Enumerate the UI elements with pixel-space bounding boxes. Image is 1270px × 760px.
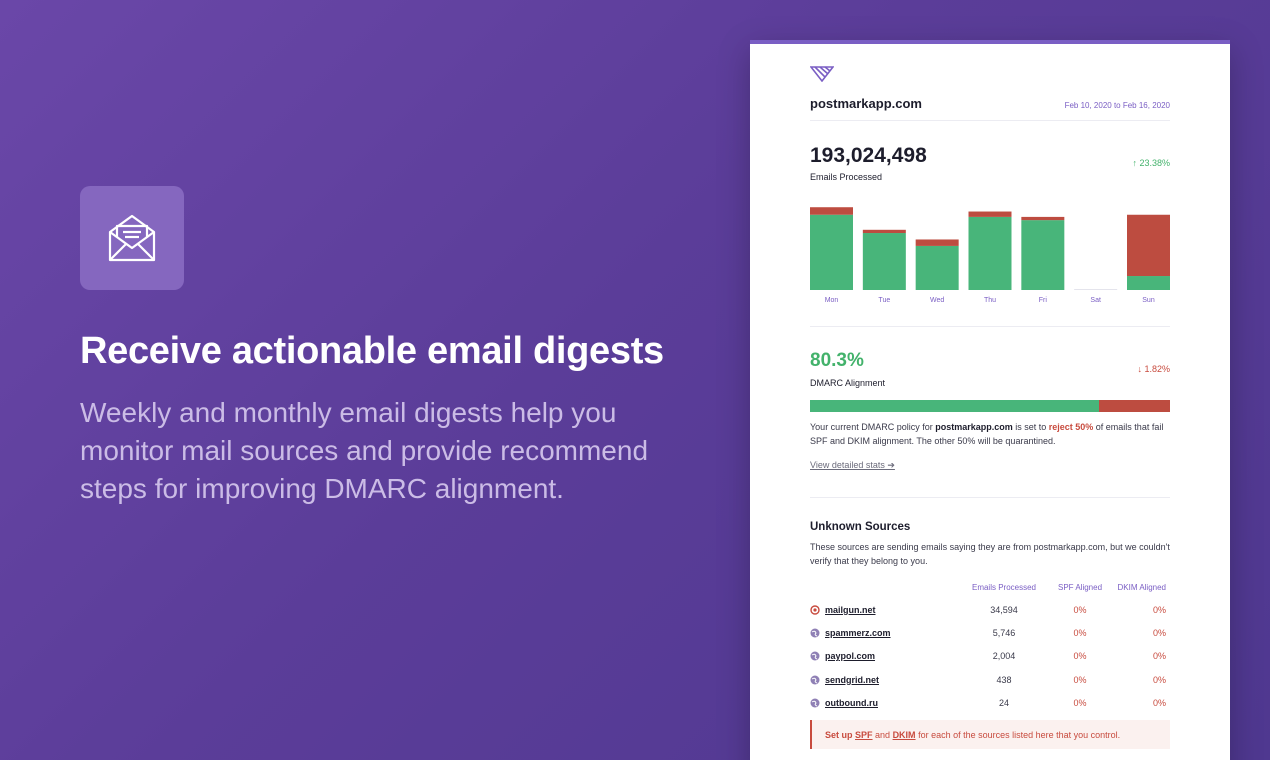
- fail-bar-fri: [1021, 216, 1065, 221]
- dmarc-alignment-bar: [810, 400, 1170, 412]
- email-digest-card: postmarkapp.com Feb 10, 2020 to Feb 16, …: [750, 40, 1230, 760]
- dkim-aligned-column-header: DKIM Aligned: [1117, 582, 1166, 592]
- table-row: paypol.com 2,004 0% 0%: [810, 645, 1170, 668]
- emails-processed-cell: 5,746: [992, 627, 1016, 638]
- x-tick-label: Fri: [1039, 297, 1048, 304]
- weekly-volume-chart: Mon Tue Wed Thu Fri Sat Sun: [810, 204, 1170, 314]
- fail-bar-wed: [915, 239, 959, 246]
- divider: [810, 326, 1170, 327]
- emails-processed-change: ↑ 23.38%: [1132, 158, 1170, 168]
- x-tick-label: Mon: [825, 297, 839, 304]
- pass-bar-sun: [1127, 276, 1170, 290]
- emails-processed-cell: 24: [998, 697, 1009, 708]
- dkim-aligned-cell: 0%: [1152, 604, 1166, 615]
- dkim-aligned-cell: 0%: [1152, 697, 1166, 708]
- x-tick-label: Wed: [930, 297, 944, 304]
- hero-title: Receive actionable email digests: [80, 330, 664, 372]
- dmarc-alignment-change: ↓ 1.82%: [1137, 364, 1170, 374]
- pass-bar-thu: [968, 216, 1012, 290]
- note-and: and: [872, 729, 893, 740]
- dkim-aligned-cell: 0%: [1152, 627, 1166, 638]
- table-row: outbound.ru 24 0% 0%: [810, 691, 1170, 714]
- dmarc-alignment-value: 80.3%: [810, 350, 864, 371]
- dkim-aligned-cell: 0%: [1152, 674, 1166, 685]
- fail-bar-thu: [968, 211, 1012, 217]
- spf-aligned-cell: 0%: [1073, 627, 1087, 638]
- note-pre: Set up: [825, 729, 856, 740]
- emails-processed-column-header: Emails Processed: [971, 582, 1037, 592]
- pass-bar-tue: [862, 233, 906, 290]
- fail-bar-sun: [1127, 214, 1170, 277]
- divider: [810, 120, 1170, 121]
- dmarc-pass-segment: [810, 400, 1100, 412]
- divider: [810, 497, 1170, 498]
- emails-processed-label: Emails Processed: [810, 172, 883, 182]
- dmarc-policy-text: Your current DMARC policy for postmarkap…: [810, 420, 1170, 448]
- table-row: spammerz.com 5,746 0% 0%: [810, 621, 1170, 644]
- x-tick-label: Sun: [1142, 297, 1155, 304]
- table-header: Emails Processed SPF Aligned DKIM Aligne…: [810, 580, 1170, 594]
- table-row: sendgrid.net 438 0% 0%: [810, 668, 1170, 691]
- dmarc-fail-segment: [1099, 400, 1170, 412]
- empty-bar-sat: [1074, 289, 1118, 290]
- source-cell: paypol.com: [810, 651, 958, 661]
- emails-processed-cell: 438: [996, 674, 1012, 685]
- policy-middle: is set to: [1012, 422, 1049, 432]
- source-name-link[interactable]: outbound.ru: [825, 697, 878, 708]
- fail-bar-mon: [810, 207, 853, 215]
- source-name-link[interactable]: sendgrid.net: [825, 674, 880, 685]
- unknown-sources-description: These sources are sending emails saying …: [810, 542, 1170, 566]
- policy-prefix: Your current DMARC policy for: [810, 422, 936, 432]
- globe-icon: [810, 698, 820, 708]
- x-tick-label: Thu: [984, 297, 996, 304]
- policy-suffix: of emails that fail SPF and DKIM alignme…: [810, 422, 1164, 446]
- domain-name: postmarkapp.com: [810, 96, 922, 111]
- emails-processed-total: 193,024,498: [810, 144, 927, 167]
- source-cell: mailgun.net: [810, 605, 958, 615]
- policy-action: reject 50%: [1048, 422, 1094, 432]
- dmarc-alignment-label: DMARC Alignment: [810, 378, 886, 388]
- emails-processed-cell: 2,004: [992, 651, 1016, 662]
- fail-bar-tue: [862, 229, 906, 234]
- envelope-open-icon: [108, 214, 156, 262]
- unknown-sources-table: Emails Processed SPF Aligned DKIM Aligne…: [810, 580, 1170, 714]
- dkim-aligned-cell: 0%: [1152, 651, 1166, 662]
- spf-aligned-cell: 0%: [1073, 651, 1087, 662]
- policy-domain: postmarkapp.com: [935, 422, 1013, 432]
- unknown-sources-title: Unknown Sources: [810, 521, 911, 533]
- spf-aligned-column-header: SPF Aligned: [1057, 582, 1103, 592]
- globe-icon: [810, 675, 820, 685]
- table-row: mailgun.net 34,594 0% 0%: [810, 598, 1170, 621]
- source-cell: outbound.ru: [810, 698, 958, 708]
- source-cell: spammerz.com: [810, 628, 958, 638]
- x-tick-label: Tue: [878, 297, 890, 304]
- table-body: mailgun.net 34,594 0% 0% spammerz.com 5,746 0%…: [810, 598, 1170, 714]
- spf-aligned-cell: 0%: [1073, 674, 1087, 685]
- hero-description: Weekly and monthly email digests help yo…: [80, 397, 649, 504]
- note-post: for each of the sources listed here that…: [915, 729, 1121, 740]
- setup-recommendation-note: Set up SPF and DKIM for each of the sour…: [810, 720, 1170, 749]
- globe-icon: [810, 628, 820, 638]
- weekly-volume-svg: Mon Tue Wed Thu Fri Sat Sun: [810, 207, 1170, 304]
- postmark-logo-icon: [809, 66, 1170, 87]
- hero-icon-tile: [80, 186, 184, 290]
- source-name-link[interactable]: paypol.com: [825, 651, 876, 662]
- domain-header: postmarkapp.com Feb 10, 2020 to Feb 16, …: [810, 96, 1170, 111]
- source-cell: sendgrid.net: [810, 675, 958, 685]
- emails-processed-cell: 34,594: [990, 604, 1018, 615]
- spf-aligned-cell: 0%: [1073, 697, 1087, 708]
- x-tick-label: Sat: [1090, 297, 1101, 304]
- note-dkim-link[interactable]: DKIM: [892, 729, 916, 740]
- spf-aligned-cell: 0%: [1073, 604, 1087, 615]
- mailgun-icon: [810, 604, 820, 615]
- view-detailed-stats-link[interactable]: View detailed stats ➔: [810, 460, 895, 470]
- source-name-link[interactable]: mailgun.net: [825, 604, 876, 615]
- source-name-link[interactable]: spammerz.com: [825, 627, 891, 638]
- note-spf-link[interactable]: SPF: [855, 729, 873, 740]
- pass-bar-wed: [915, 245, 959, 290]
- globe-icon: [810, 651, 820, 661]
- pass-bar-fri: [1021, 220, 1065, 290]
- pass-bar-mon: [810, 214, 853, 290]
- date-range: Feb 10, 2020 to Feb 16, 2020: [1064, 101, 1170, 110]
